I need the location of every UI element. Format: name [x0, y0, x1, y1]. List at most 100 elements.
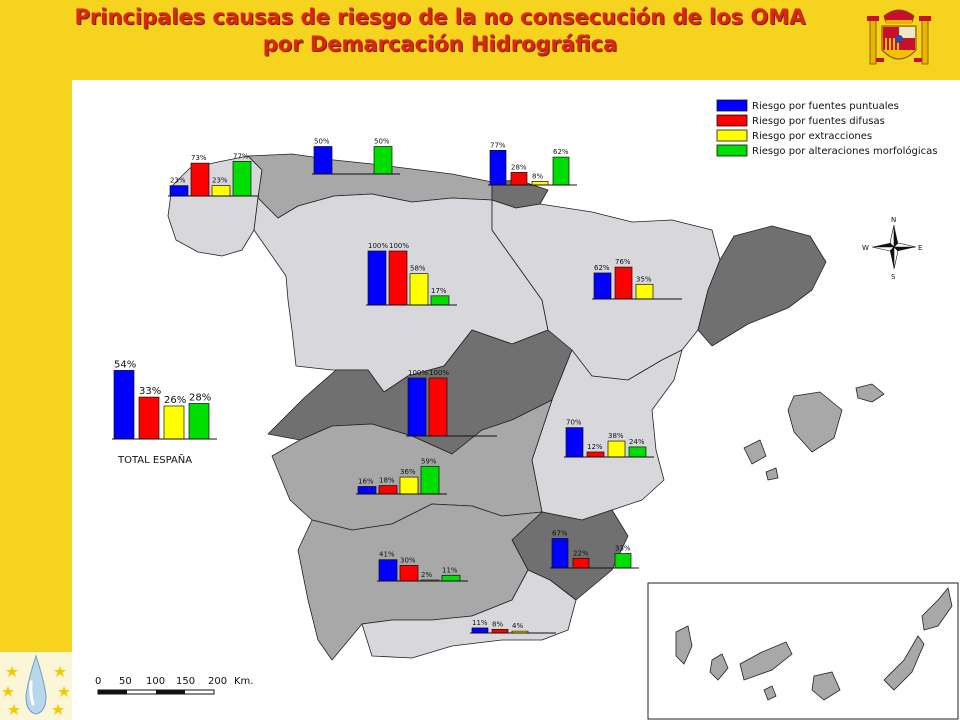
bar-6-series-1: [586, 451, 605, 458]
region-chart-4: 62% 76% 35%: [592, 258, 682, 300]
legend: Riesgo por fuentes puntuales Riesgo por …: [716, 99, 937, 157]
bar-0-series-3: [232, 160, 252, 197]
bar-label-3-series-0: 100%: [368, 242, 388, 250]
title-block: Principales causas de riesgo de la no co…: [0, 4, 880, 58]
title-line-1: Principales causas de riesgo de la no co…: [74, 5, 806, 29]
region-mediterranea-andaluza: [361, 569, 577, 659]
map-panel: N S E W Riesgo por fuentes puntuales Rie…: [72, 80, 960, 720]
region-chart-8: 67% 22% 33%: [550, 530, 639, 569]
bar-9-series-1: [399, 565, 419, 582]
compass-n-label: N: [891, 216, 896, 224]
left-band: [0, 80, 72, 720]
bar-1-series-0: [313, 146, 333, 175]
bar-total-series-3: [188, 403, 210, 440]
map-svg: N S E W Riesgo por fuentes puntuales Rie…: [95, 99, 959, 720]
bar-9-series-3: [441, 574, 461, 582]
bar-label-10-series-2: 4%: [512, 622, 523, 630]
bar-label-6-series-0: 70%: [566, 419, 582, 427]
scale-bar: 0 50 100 150 200 Km.: [95, 676, 253, 695]
region-formentera: [765, 467, 779, 481]
bar-5-series-0: [407, 377, 427, 437]
bar-total-series-0: [113, 370, 135, 440]
bar-label-4-series-1: 76%: [615, 258, 631, 266]
bar-6-series-0: [565, 427, 584, 458]
scale-tick-200: 200: [208, 676, 227, 687]
scale-tick-0: 0: [95, 676, 101, 687]
bar-label-2-series-2: 8%: [532, 172, 543, 180]
bar-4-series-1: [614, 266, 633, 300]
bar-10-series-1: [491, 628, 509, 634]
bar-label-2-series-1: 28%: [511, 163, 527, 171]
bar-label-5-series-1: 100%: [429, 369, 449, 377]
total-espana-label: TOTAL ESPAÑA: [117, 453, 192, 466]
bar-7-series-1: [378, 485, 398, 495]
bar-label-8-series-3: 33%: [615, 544, 631, 552]
bar-label-9-series-0: 41%: [379, 551, 395, 559]
bar-label-7-series-1: 18%: [379, 477, 395, 485]
bar-label-2-series-0: 77%: [490, 141, 506, 149]
bar-6-series-3: [628, 446, 647, 458]
bar-3-series-0: [367, 250, 387, 306]
bar-0-series-0: [169, 185, 189, 197]
region-chart-9: 41% 30% 2% 11%: [377, 551, 468, 582]
compass-rose-icon: N S E W: [862, 216, 922, 281]
region-cataluna: [697, 225, 827, 347]
bar-label-0-series-0: 23%: [170, 177, 186, 185]
region-ibiza: [743, 439, 767, 465]
scale-unit: Km.: [234, 676, 253, 687]
region-chart-10: 11% 8% 4%: [470, 619, 556, 634]
bar-label-0-series-3: 77%: [233, 152, 249, 160]
bar-9-series-0: [378, 559, 398, 582]
bar-label-0-series-2: 23%: [212, 177, 228, 185]
bar-label-total-series-3: 28%: [189, 392, 211, 403]
legend-swatch-morfologicas: [716, 144, 748, 157]
bar-label-6-series-3: 24%: [629, 438, 645, 446]
bar-0-series-2: [211, 185, 231, 197]
bar-7-series-0: [357, 486, 377, 495]
scale-tick-50: 50: [119, 676, 132, 687]
bar-total-series-1: [138, 396, 160, 440]
bar-label-9-series-3: 11%: [442, 566, 458, 574]
bar-6-series-2: [607, 440, 626, 458]
bar-label-3-series-2: 58%: [410, 265, 426, 273]
bar-label-8-series-0: 67%: [552, 530, 568, 538]
bar-label-10-series-1: 8%: [492, 620, 503, 628]
region-chart-total: 54% 33%26% 28%: [112, 359, 217, 440]
region-chart-3: 100% 100% 58% 17%: [366, 242, 457, 306]
bar-label-4-series-2: 35%: [636, 275, 652, 283]
legend-label-extracciones: Riesgo por extracciones: [752, 131, 872, 142]
region-chart-1: 50% 50%: [312, 138, 400, 175]
bar-1-series-3: [373, 146, 393, 175]
bar-10-series-0: [471, 627, 489, 634]
bar-total-series-2: [163, 405, 185, 440]
bar-label-3-series-3: 17%: [431, 287, 447, 295]
bar-label-total-series-1: 33%: [139, 386, 161, 397]
bar-label-6-series-2: 38%: [608, 432, 624, 440]
bar-label-total-series-2: 26%: [164, 395, 186, 406]
bar-4-series-2: [635, 283, 654, 300]
legend-label-puntuales: Riesgo por fuentes puntuales: [752, 101, 899, 112]
bar-label-8-series-1: 22%: [573, 549, 589, 557]
spanish-coat-of-arms-icon: [867, 9, 931, 65]
bar-label-10-series-0: 11%: [472, 619, 488, 627]
legend-swatch-extracciones: [716, 129, 748, 142]
bar-label-1-series-0: 50%: [314, 138, 330, 146]
bar-label-0-series-1: 73%: [191, 154, 207, 162]
region-chart-2: 77% 28% 8% 62%: [488, 141, 577, 186]
region-chart-0: 23% 73% 23% 77%: [168, 152, 259, 197]
bar-8-series-3: [614, 553, 632, 569]
bar-label-7-series-3: 59%: [421, 457, 437, 465]
bar-label-4-series-0: 62%: [594, 264, 610, 272]
bar-5-series-1: [428, 377, 448, 437]
compass-w-label: W: [862, 244, 869, 252]
canary-islands: [675, 587, 953, 701]
region-mallorca: [787, 391, 843, 453]
compass-e-label: E: [918, 244, 922, 252]
region-chart-7: 16% 18% 36% 59%: [356, 457, 447, 495]
legend-swatch-puntuales: [716, 99, 748, 112]
scale-tick-100: 100: [146, 676, 165, 687]
bar-label-9-series-2: 2%: [421, 571, 432, 579]
scale-tick-150: 150: [176, 676, 195, 687]
bar-0-series-1: [190, 162, 210, 197]
bar-label-2-series-3: 62%: [553, 148, 569, 156]
